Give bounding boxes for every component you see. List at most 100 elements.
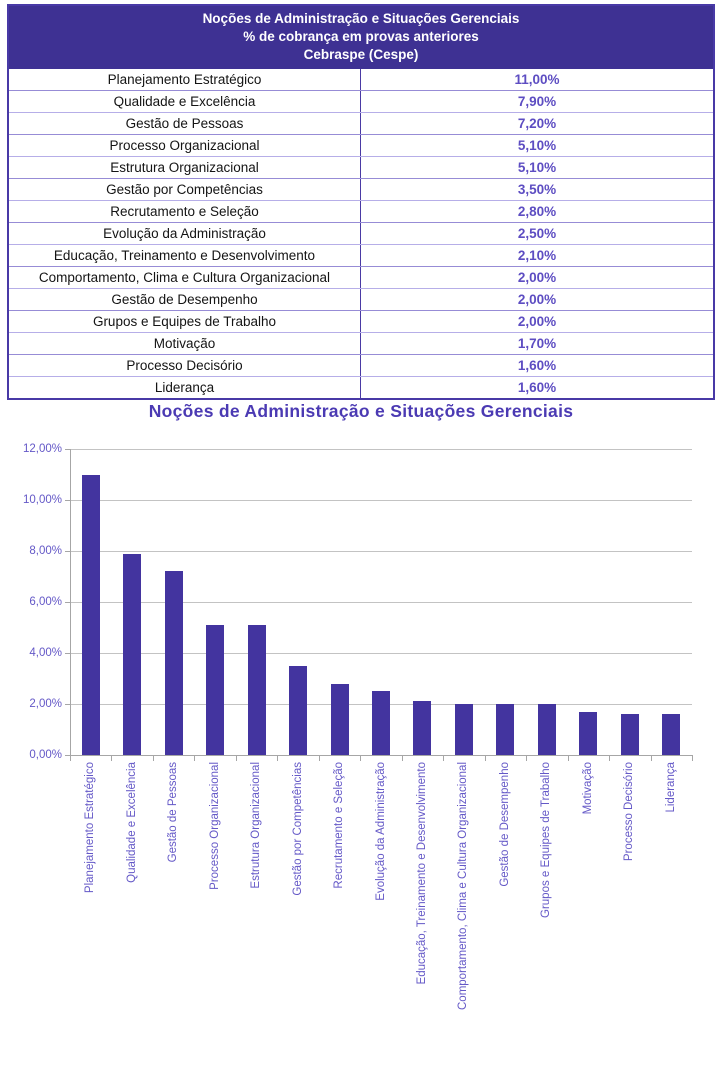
x-axis-category-label: Liderança	[664, 762, 677, 813]
chart-title: Noções de Administração e Situações Gere…	[148, 401, 574, 421]
y-axis-tick-label: 0,00%	[29, 749, 62, 761]
x-axis-category-label: Evolução da Administração	[374, 762, 387, 901]
topics-table-body: Planejamento Estratégico 11,00% Qualidade …	[9, 69, 713, 398]
x-tick-mark	[692, 756, 693, 761]
table-row: Processo Organizacional 5,10%	[9, 134, 713, 156]
x-tick-mark	[360, 756, 362, 761]
y-tick-mark	[65, 551, 70, 552]
table-cell-value: 1,60%	[517, 358, 557, 373]
x-axis-category-label: Comportamento, Clima e Cultura Organizac…	[457, 762, 470, 1010]
x-tick-mark	[152, 756, 154, 761]
y-axis-tick-label: 8,00%	[29, 545, 62, 557]
bar-9	[413, 701, 432, 755]
bar-12	[537, 704, 556, 755]
x-axis-category-label: Motivação	[581, 762, 594, 815]
table-row: Qualidade e Excelência 7,90%	[9, 90, 713, 112]
gridline	[71, 653, 692, 654]
x-axis-category-label: Planejamento Estratégico	[84, 762, 97, 894]
bar-4	[206, 624, 225, 755]
table-row: Liderança 1,60%	[9, 376, 713, 398]
table-cell-topic: Recrutamento e Seleção	[9, 201, 361, 222]
y-axis-tick-label: 2,00%	[29, 698, 62, 710]
bar-chart: 0,00% 2,00% 4,00% 6,00% 8,00% 10,00% 12,00% Pla…	[23, 443, 693, 1069]
x-axis-category-label: Recrutamento e Seleção	[333, 762, 346, 889]
x-tick-mark	[70, 756, 71, 761]
table-cell-value: 2,50%	[517, 226, 557, 241]
table-row: Estrutura Organizacional 5,10%	[9, 156, 713, 178]
bar-14	[620, 714, 639, 755]
table-header: Noções de Administração e Situações Gere…	[9, 6, 713, 69]
x-tick-mark	[609, 756, 611, 761]
y-tick-mark	[65, 449, 70, 450]
table-row: Evolução da Administração 2,50%	[9, 222, 713, 244]
x-tick-mark	[567, 756, 569, 761]
table-row: Processo Decisório 1,60%	[9, 354, 713, 376]
table-cell-topic: Educação, Treinamento e Desenvolvimento	[9, 245, 361, 266]
bar-6	[289, 665, 308, 755]
y-tick-mark	[65, 755, 70, 756]
x-axis-category-label: Educação, Treinamento e Desenvolvimento	[415, 762, 428, 985]
y-tick-mark	[65, 602, 70, 603]
table-title-line-3: Cebraspe (Cespe)	[303, 47, 419, 62]
table-cell-value: 1,70%	[517, 336, 557, 351]
table-cell-value: 2,00%	[517, 270, 557, 285]
x-axis-category-label: Gestão por Competências	[291, 762, 304, 896]
bar-11	[496, 704, 515, 755]
table-cell-value: 1,60%	[517, 380, 557, 395]
table-cell-value: 5,10%	[517, 138, 557, 153]
table-cell-value: 5,10%	[517, 160, 557, 175]
x-tick-mark	[235, 756, 237, 761]
x-tick-mark	[650, 756, 652, 761]
x-axis-category-label: Gestão de Desempenho	[498, 762, 511, 887]
bar-5	[247, 624, 266, 755]
bar-1	[81, 474, 100, 755]
table-title-line-2: % de cobrança em provas anteriores	[243, 29, 479, 44]
x-tick-mark	[484, 756, 486, 761]
table-row: Planejamento Estratégico 11,00%	[9, 69, 713, 90]
x-tick-mark	[526, 756, 528, 761]
table-cell-topic: Gestão de Desempenho	[9, 289, 361, 310]
y-axis-tick-label: 12,00%	[22, 443, 62, 455]
topics-table: Noções de Administração e Situações Gere…	[7, 4, 715, 400]
x-tick-mark	[443, 756, 445, 761]
gridline	[71, 602, 692, 603]
table-cell-value: 7,90%	[517, 94, 557, 109]
table-cell-topic: Motivação	[9, 333, 361, 354]
table-cell-value: 2,80%	[517, 204, 557, 219]
table-cell-topic: Comportamento, Clima e Cultura Organizac…	[9, 267, 361, 288]
table-row: Gestão de Desempenho 2,00%	[9, 288, 713, 310]
table-row: Recrutamento e Seleção 2,80%	[9, 200, 713, 222]
x-axis-category-label: Processo Organizacional	[208, 762, 221, 890]
bar-8	[372, 691, 390, 755]
bar-7	[330, 683, 349, 755]
table-cell-topic: Gestão de Pessoas	[9, 113, 361, 134]
x-axis-category-label: Qualidade e Excelência	[125, 762, 138, 883]
x-axis-category-label: Estrutura Organizacional	[250, 762, 263, 889]
x-axis-category-label: Processo Decisório	[623, 762, 636, 862]
y-tick-mark	[65, 704, 70, 705]
x-axis-category-label: Gestão de Pessoas	[167, 762, 180, 863]
table-row: Motivação 1,70%	[9, 332, 713, 354]
table-row: Gestão por Competências 3,50%	[9, 178, 713, 200]
table-cell-topic: Gestão por Competências	[9, 179, 361, 200]
bar-3	[164, 571, 183, 755]
x-tick-mark	[194, 756, 196, 761]
table-row: Comportamento, Clima e Cultura Organizac…	[9, 266, 713, 288]
table-cell-topic: Evolução da Administração	[9, 223, 361, 244]
table-row: Gestão de Pessoas 7,20%	[9, 112, 713, 134]
x-tick-mark	[401, 756, 403, 761]
y-axis-line	[70, 449, 71, 756]
bar-10	[454, 704, 473, 755]
gridline	[71, 551, 692, 552]
x-tick-mark	[111, 756, 113, 761]
table-cell-topic: Planejamento Estratégico	[9, 69, 361, 90]
table-cell-value: 2,10%	[517, 248, 557, 263]
table-cell-value: 2,00%	[517, 292, 557, 307]
table-cell-topic: Liderança	[9, 377, 361, 398]
table-cell-value: 7,20%	[517, 116, 557, 131]
table-cell-topic: Estrutura Organizacional	[9, 157, 361, 178]
y-axis-tick-label: 6,00%	[29, 596, 62, 608]
y-axis-tick-label: 10,00%	[22, 494, 62, 506]
y-tick-mark	[65, 500, 70, 501]
y-tick-mark	[65, 653, 70, 654]
